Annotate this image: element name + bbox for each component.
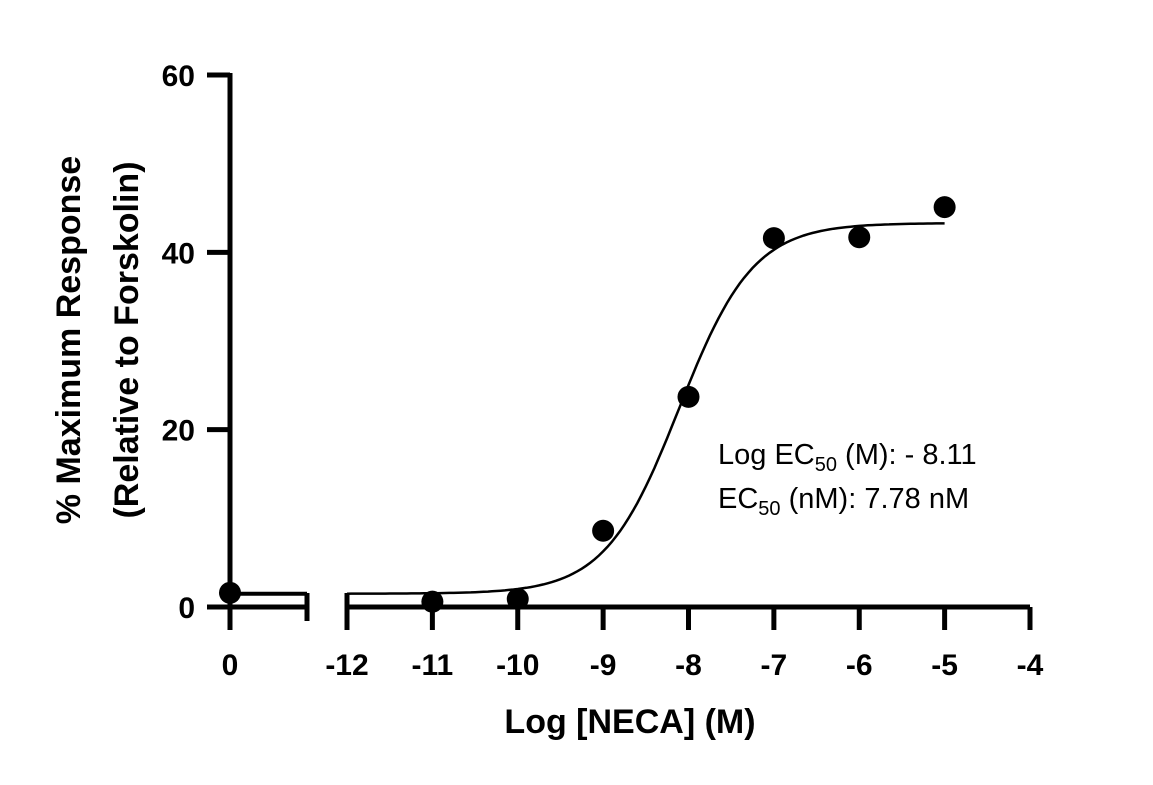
x-tick-label: -7 bbox=[761, 649, 788, 682]
x-axis-label: Log [NECA] (M) bbox=[504, 703, 755, 741]
data-point bbox=[219, 581, 241, 604]
data-point bbox=[848, 226, 871, 249]
x-tick-label: -6 bbox=[846, 649, 873, 682]
data-point bbox=[506, 588, 529, 611]
tick-labels: 0 20 40 60 0 -12 -11 -10 -9 -8 -7 -6 -5 -4 bbox=[162, 60, 1044, 682]
fit-curve-group bbox=[230, 222, 945, 596]
y-axis-label-line1: % Maximum Response bbox=[50, 156, 88, 524]
fit-curve bbox=[346, 222, 945, 595]
x-tick-label: -4 bbox=[1017, 649, 1044, 682]
x-tick-label: -11 bbox=[412, 649, 454, 682]
x-tick-label: -12 bbox=[325, 649, 368, 682]
y-tick-label: 20 bbox=[162, 415, 195, 448]
y-tick-label: 0 bbox=[178, 592, 195, 625]
x-tick-label: 0 bbox=[222, 649, 239, 682]
data-point bbox=[762, 227, 785, 250]
x-tick-label: -5 bbox=[931, 649, 958, 682]
x-tick-label: -8 bbox=[675, 649, 702, 682]
data-point bbox=[933, 196, 956, 219]
annotation-log-ec50: Log EC50 (M): - 8.11 bbox=[718, 439, 977, 476]
data-point bbox=[592, 519, 615, 542]
x-tick-label: -9 bbox=[590, 649, 617, 682]
data-points bbox=[219, 196, 956, 613]
data-point bbox=[421, 590, 444, 613]
y-axis-label-line2: (Relative to Forskolin) bbox=[108, 161, 146, 518]
x-tick-label: -10 bbox=[496, 649, 539, 682]
data-point bbox=[677, 385, 700, 408]
y-tick-label: 60 bbox=[162, 60, 195, 93]
annotation-ec50: EC50 (nM): 7.78 nM bbox=[718, 483, 969, 520]
axes bbox=[207, 72, 1033, 630]
y-tick-label: 40 bbox=[162, 237, 195, 270]
